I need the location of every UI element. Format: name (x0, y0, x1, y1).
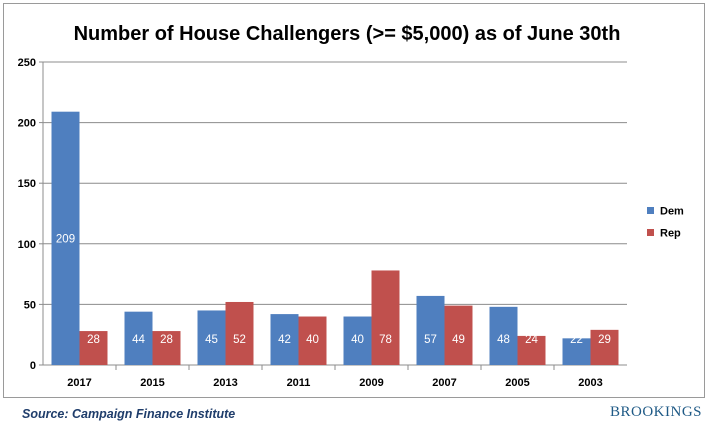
chart-title: Number of House Challengers (>= $5,000) … (74, 23, 621, 45)
source-note: Source: Campaign Finance Institute (22, 407, 236, 421)
brookings-logo: BROOKINGS (609, 404, 702, 420)
bar-rep-2011 (298, 316, 327, 365)
data-label: 22 (570, 334, 583, 346)
y-tick-label: 150 (18, 178, 36, 190)
data-label: 40 (306, 334, 319, 346)
bar-rep-2003 (590, 329, 619, 365)
x-tick-label: 2003 (578, 377, 602, 389)
bar-dem-2003 (562, 338, 591, 365)
data-label: 44 (132, 334, 145, 346)
x-tick-label: 2007 (432, 377, 456, 389)
bar-chart: Number of House Challengers (>= $5,000) … (18, 23, 684, 389)
data-label: 40 (351, 334, 364, 346)
data-label: 49 (452, 334, 465, 346)
x-tick-label: 2009 (359, 377, 383, 389)
x-tick-label: 2005 (505, 377, 529, 389)
y-tick-label: 250 (18, 57, 36, 69)
data-label: 24 (525, 334, 538, 346)
bar-rep-2013 (225, 301, 254, 365)
data-label: 57 (424, 334, 437, 346)
x-tick-label: 2013 (213, 377, 237, 389)
bar-rep-2017 (79, 331, 108, 365)
data-label: 42 (278, 334, 291, 346)
bar-rep-2005 (517, 335, 546, 365)
data-label: 28 (160, 334, 173, 346)
data-label: 48 (497, 334, 510, 346)
bar-dem-2017 (51, 111, 80, 365)
legend-label-rep: Rep (660, 228, 681, 240)
y-tick-label: 200 (18, 118, 36, 130)
x-tick-label: 2017 (67, 377, 91, 389)
y-tick-label: 0 (30, 360, 36, 372)
data-label: 28 (87, 334, 100, 346)
y-tick-label: 100 (18, 239, 36, 251)
y-tick-label: 50 (24, 299, 36, 311)
x-tick-label: 2015 (140, 377, 164, 389)
data-label: 52 (233, 334, 246, 346)
data-label: 78 (379, 334, 392, 346)
bar-dem-2005 (489, 306, 518, 365)
data-label: 209 (56, 233, 75, 245)
bar-dem-2009 (343, 316, 372, 365)
bar-dem-2015 (124, 311, 153, 365)
data-label: 29 (598, 334, 611, 346)
bar-dem-2011 (270, 314, 299, 365)
x-tick-label: 2011 (287, 377, 311, 389)
legend-swatch-dem (647, 207, 654, 214)
bar-dem-2007 (416, 295, 445, 365)
bar-dem-2013 (197, 310, 226, 365)
bar-rep-2009 (371, 270, 400, 365)
legend-label-dem: Dem (660, 206, 684, 218)
bar-rep-2015 (152, 331, 181, 365)
legend-swatch-rep (647, 229, 654, 236)
bar-rep-2007 (444, 305, 473, 365)
data-label: 45 (205, 334, 218, 346)
